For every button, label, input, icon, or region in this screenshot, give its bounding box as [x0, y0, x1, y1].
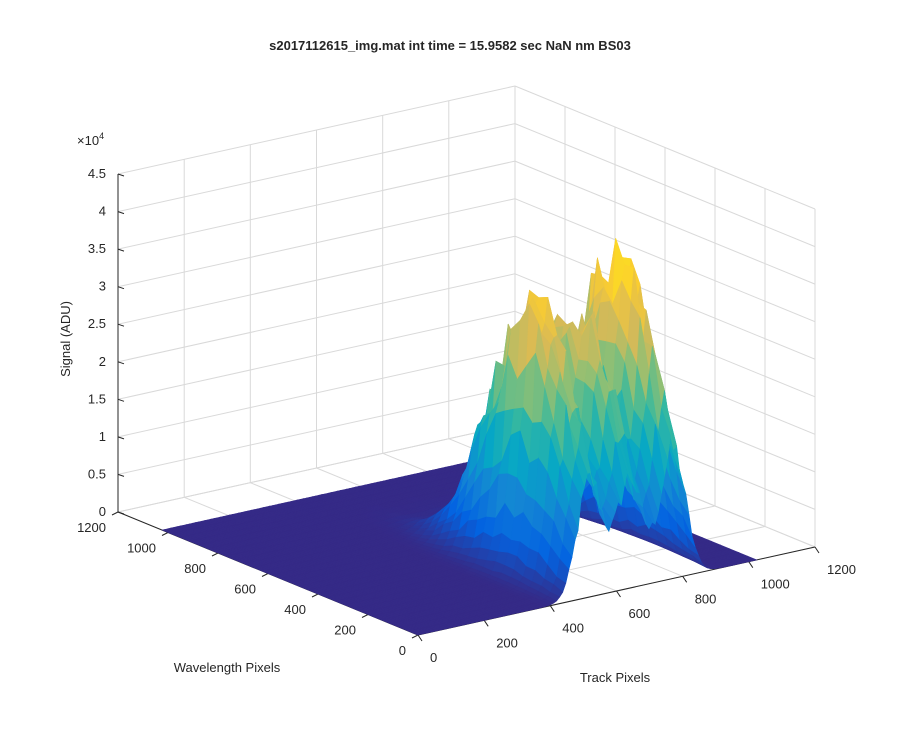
- x-tick-label: 0: [430, 650, 437, 665]
- y-axis-label: Wavelength Pixels: [174, 660, 281, 675]
- x-tick-label: 1200: [827, 562, 856, 577]
- z-tick-label: 2: [99, 354, 106, 369]
- y-tick: [261, 573, 269, 577]
- labels-layer: 0200400600800100012000200400600800100012…: [77, 166, 856, 665]
- y-tick: [161, 532, 169, 536]
- x-tick: [417, 634, 423, 642]
- y-tick: [311, 593, 319, 598]
- y-tick-label: 1200: [77, 520, 106, 535]
- z-tick: [117, 173, 125, 177]
- grid-line-z-side: [514, 85, 816, 210]
- y-tick: [411, 634, 419, 639]
- z-axis-label: Signal (ADU): [58, 301, 73, 377]
- z-tick: [117, 473, 125, 477]
- x-tick: [748, 561, 754, 568]
- grid-line-z-side: [514, 235, 816, 360]
- y-tick: [211, 552, 219, 557]
- y-tick-label: 200: [334, 623, 356, 638]
- grid-line-z-back: [117, 423, 516, 513]
- grid-line-z-back: [117, 235, 516, 325]
- x-tick: [814, 546, 820, 554]
- x-tick: [616, 590, 621, 598]
- y-tick: [361, 614, 369, 618]
- x-tick-label: 600: [629, 606, 651, 621]
- y-tick-label: 800: [184, 561, 206, 576]
- z-tick: [117, 286, 125, 290]
- y-tick-label: 600: [234, 582, 256, 597]
- z-tick: [117, 323, 125, 327]
- y-tick-label: 1000: [127, 541, 156, 556]
- z-tick: [117, 436, 125, 440]
- grid-line-z-back: [117, 348, 516, 438]
- z-tick-label: 2.5: [88, 316, 106, 331]
- grid-line-z-back: [117, 160, 516, 250]
- z-tick-label: 4.5: [88, 166, 106, 181]
- z-tick-label: 3: [99, 279, 106, 294]
- grid-line-z-side: [514, 123, 816, 248]
- grid-line-z-side: [514, 198, 816, 323]
- x-axis-label: Track Pixels: [580, 670, 651, 685]
- z-exponent-power: 4: [99, 131, 104, 141]
- x-tick-label: 1000: [761, 577, 790, 592]
- y-tick-label: 0: [399, 643, 406, 658]
- grid-line-z-side: [514, 160, 816, 285]
- x-tick-label: 800: [695, 591, 717, 606]
- z-tick-label: 4: [99, 204, 106, 219]
- z-tick: [117, 248, 125, 252]
- z-tick-label: 3.5: [88, 241, 106, 256]
- z-tick: [117, 398, 125, 402]
- grid-line-z-side: [514, 273, 816, 398]
- x-tick: [549, 605, 555, 612]
- grid-line-z-back: [117, 198, 516, 288]
- x-tick-label: 400: [562, 621, 584, 636]
- z-tick: [117, 511, 125, 515]
- x-tick-label: 200: [496, 635, 518, 650]
- z-tick: [117, 211, 125, 215]
- surface-layer: [160, 238, 758, 636]
- y-tick-label: 400: [284, 602, 306, 617]
- x-tick: [483, 620, 489, 627]
- grid-line-z-back: [117, 310, 516, 400]
- chart-title: s2017112615_img.mat int time = 15.9582 s…: [269, 38, 631, 53]
- z-tick-label: 0: [99, 504, 106, 519]
- grid-line-z-back: [117, 385, 516, 475]
- z-tick-label: 1: [99, 429, 106, 444]
- x-tick: [682, 576, 688, 583]
- y-tick: [111, 511, 119, 516]
- grid-line-z-back: [117, 273, 516, 363]
- surface-patch: [407, 630, 423, 636]
- grid-line-z-back: [117, 85, 516, 175]
- grid-line-z-back: [117, 123, 516, 213]
- z-tick: [117, 361, 125, 365]
- z-tick-label: 0.5: [88, 466, 106, 481]
- z-exponent-label: ×104: [77, 131, 104, 148]
- z-tick-label: 1.5: [88, 391, 106, 406]
